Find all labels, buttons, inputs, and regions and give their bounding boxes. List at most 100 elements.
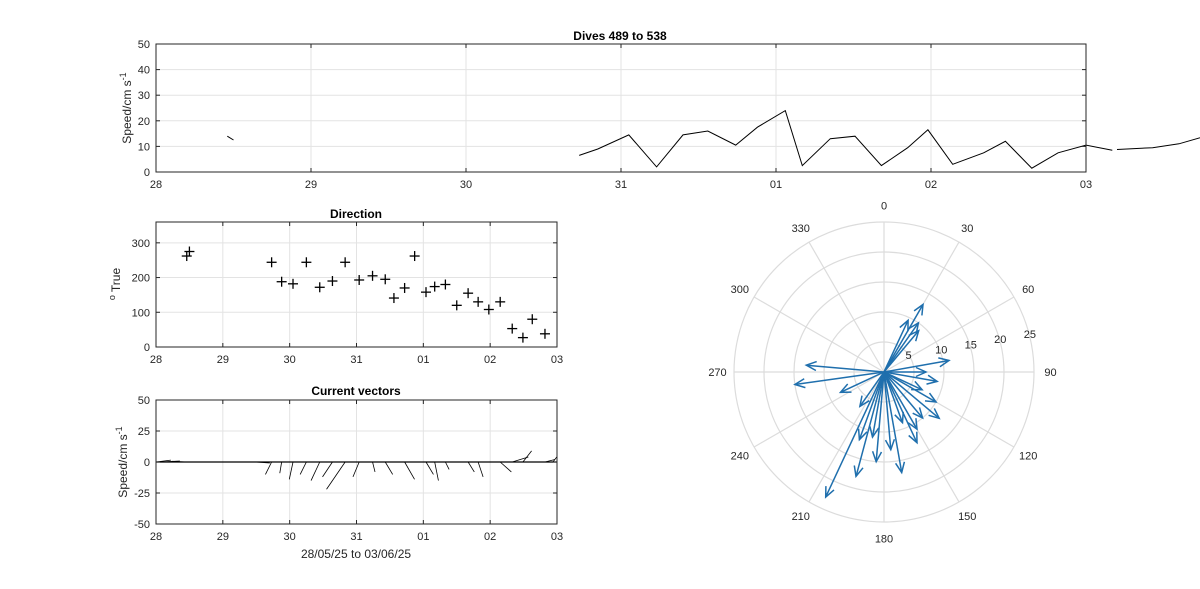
arrow-shaft bbox=[883, 330, 920, 373]
angle-tick-label: 30 bbox=[961, 223, 973, 235]
current-vector bbox=[288, 461, 294, 480]
direction-marker bbox=[451, 300, 462, 311]
current-vector bbox=[544, 459, 555, 463]
vectors-panel: 28 29 30 31 01 02 03 -50 -25 0 25 50 Current vector… bbox=[114, 384, 563, 561]
current-vector bbox=[499, 461, 512, 473]
vectors-title: Current vectors bbox=[311, 384, 401, 398]
arrow-head bbox=[924, 392, 938, 403]
arrow-head bbox=[908, 329, 920, 342]
arrow-shaft bbox=[858, 371, 885, 440]
radial-tick-label: 25 bbox=[1024, 329, 1036, 341]
vectors-ylabel-exp: -1 bbox=[114, 426, 124, 434]
arrow-shaft bbox=[875, 371, 885, 462]
xtick-label: 29 bbox=[305, 179, 317, 191]
polar-arrow bbox=[838, 371, 885, 394]
current-vector bbox=[467, 461, 475, 473]
xtick-label: 03 bbox=[1080, 179, 1092, 191]
speed-ticks: 28 29 30 31 01 02 03 0 10 20 30 40 50 bbox=[138, 39, 1092, 191]
current-vector bbox=[425, 461, 434, 475]
arrow-head bbox=[857, 428, 868, 442]
polar-arrow bbox=[853, 371, 885, 479]
direction-marker bbox=[527, 314, 538, 325]
direction-marker bbox=[440, 279, 451, 290]
direction-marker bbox=[421, 287, 432, 298]
speed-ylabel-text: Speed/cm s bbox=[120, 80, 134, 143]
xtick-label: 02 bbox=[484, 531, 496, 543]
direction-panel: 28 29 30 31 01 02 03 0 100 200 300 Direction o True bbox=[107, 207, 563, 366]
direction-marker bbox=[367, 270, 378, 281]
polar-spoke bbox=[883, 296, 1015, 373]
arrow-head bbox=[884, 439, 896, 452]
polar-spoke bbox=[808, 371, 885, 503]
angle-tick-label: 150 bbox=[958, 511, 976, 523]
ytick-label: 20 bbox=[138, 116, 150, 128]
direction-marker bbox=[314, 282, 325, 293]
direction-marker bbox=[354, 274, 365, 285]
xtick-label: 29 bbox=[217, 531, 229, 543]
arrow-shaft bbox=[883, 371, 924, 419]
current-vector bbox=[171, 460, 187, 463]
speed-panel: 28 29 30 31 01 02 03 0 10 20 30 40 50 Dives 489 to 5… bbox=[118, 29, 1200, 191]
angle-tick-label: 300 bbox=[731, 284, 749, 296]
arrow-head bbox=[899, 318, 909, 332]
ytick-label: 200 bbox=[132, 273, 150, 285]
direction-title: Direction bbox=[330, 207, 382, 221]
direction-marker bbox=[301, 257, 312, 268]
current-vector bbox=[279, 461, 283, 474]
current-vector bbox=[322, 461, 333, 478]
xtick-label: 30 bbox=[284, 354, 296, 366]
vectors-axes bbox=[155, 399, 558, 525]
polar-arrow bbox=[884, 366, 928, 378]
speed-plot bbox=[227, 109, 1200, 169]
xtick-label: 01 bbox=[770, 179, 782, 191]
arrow-head bbox=[912, 407, 924, 420]
direction-ylabel-prefix: o bbox=[107, 295, 117, 300]
xtick-label: 31 bbox=[615, 179, 627, 191]
direction-marker bbox=[473, 296, 484, 307]
current-vector bbox=[299, 461, 307, 475]
direction-marker bbox=[380, 274, 391, 285]
speed-series-line bbox=[1116, 137, 1200, 150]
xtick-label: 29 bbox=[217, 354, 229, 366]
current-vector bbox=[326, 461, 346, 490]
arrow-head bbox=[804, 360, 817, 372]
arrow-shaft bbox=[883, 371, 918, 444]
direction-ylabel-text: True bbox=[109, 268, 123, 293]
angle-tick-label: 330 bbox=[792, 223, 810, 235]
speed-ylabel-exp: -1 bbox=[118, 72, 128, 80]
direction-marker bbox=[399, 282, 410, 293]
arrow-shaft bbox=[806, 364, 885, 373]
radial-tick-label: 5 bbox=[906, 350, 912, 362]
ytick-label: 25 bbox=[138, 426, 150, 438]
arrow-shaft bbox=[883, 371, 904, 423]
polar-arrow bbox=[883, 318, 909, 373]
speed-ylabel: Speed/cm s-1 bbox=[118, 72, 134, 143]
direction-marker bbox=[288, 278, 299, 289]
arrow-head bbox=[838, 383, 852, 394]
polar-arrow bbox=[857, 371, 885, 442]
arrow-head bbox=[908, 321, 920, 334]
xtick-label: 28 bbox=[150, 531, 162, 543]
polar-arrow bbox=[883, 357, 951, 373]
arrow-head bbox=[894, 461, 906, 475]
arrow-head bbox=[793, 378, 806, 389]
xtick-label: 31 bbox=[350, 531, 362, 543]
direction-marker bbox=[517, 332, 528, 343]
angle-tick-label: 240 bbox=[731, 450, 749, 462]
ytick-label: 40 bbox=[138, 65, 150, 77]
ytick-label: -25 bbox=[134, 488, 150, 500]
current-vector bbox=[434, 461, 439, 481]
xtick-label: 30 bbox=[460, 179, 472, 191]
compass-panel: 0 30 60 90 120 150 180 210 240 270 300 330 5 10 15 20 25 bbox=[708, 201, 1056, 546]
ytick-label: 30 bbox=[138, 90, 150, 102]
polar-arrow bbox=[883, 321, 920, 373]
arrow-shaft bbox=[871, 371, 885, 438]
polar-spoke bbox=[753, 371, 885, 448]
vectors-ticks: 28 29 30 31 01 02 03 -50 -25 0 25 50 bbox=[134, 395, 563, 543]
direction-ticks: 28 29 30 31 01 02 03 0 100 200 300 bbox=[132, 238, 563, 366]
polar-arrow bbox=[883, 302, 924, 373]
direction-marker bbox=[409, 251, 420, 262]
vectors-ylabel: Speed/cm s-1 bbox=[114, 426, 130, 497]
arrow-head bbox=[824, 486, 835, 499]
